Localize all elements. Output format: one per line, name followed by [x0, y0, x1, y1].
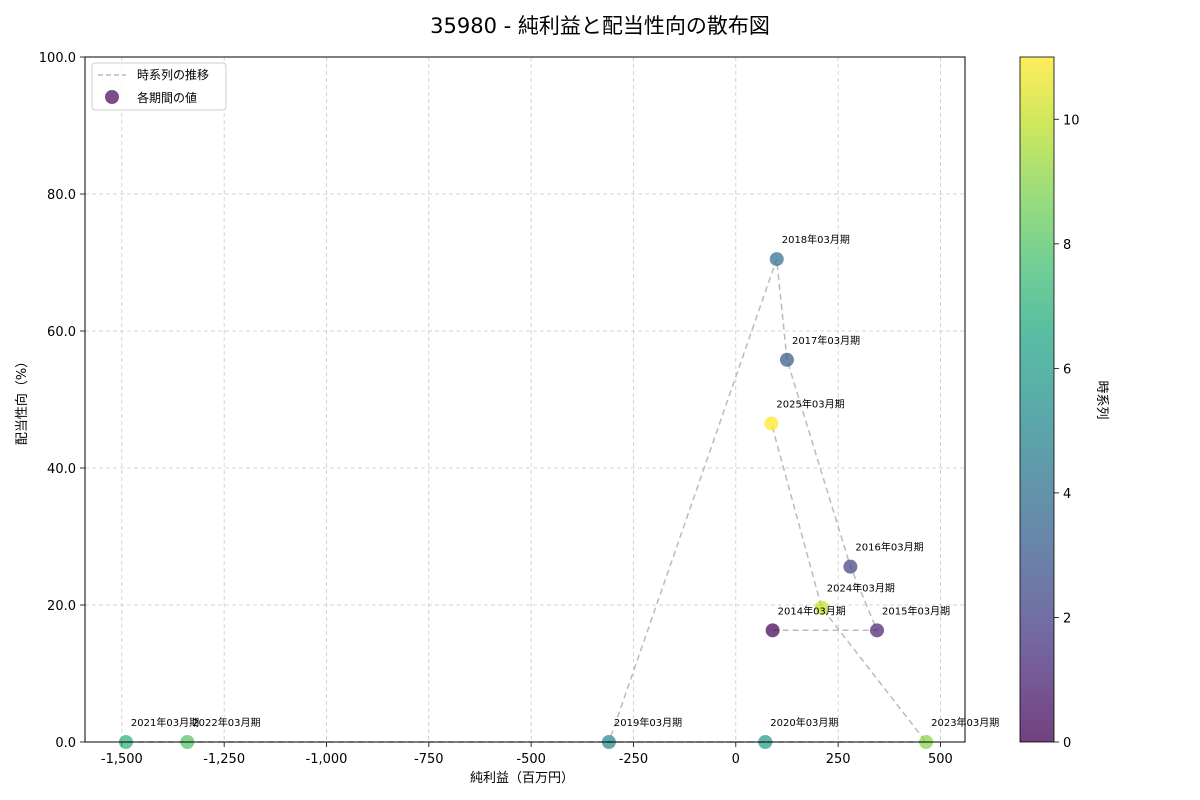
- y-tick-label: 40.0: [47, 462, 76, 477]
- data-point[interactable]: [843, 559, 858, 574]
- colorbar-ticks: 0 2 4 6 8 10: [1054, 113, 1080, 751]
- data-point[interactable]: [814, 600, 829, 615]
- colorbar-tick-label: 10: [1063, 113, 1080, 128]
- colorbar-tick-label: 6: [1063, 362, 1071, 377]
- x-tick-label: -1,250: [203, 752, 245, 767]
- y-tick-label: 0.0: [55, 736, 76, 751]
- colorbar: 0 2 4 6 8 10 時系列: [1019, 56, 1109, 751]
- data-point-label: 2024年03月期: [827, 582, 895, 595]
- x-tick-label: -250: [619, 752, 649, 767]
- plot-frame: [84, 56, 966, 743]
- legend-entry-values: 各期間の値: [137, 90, 197, 105]
- x-tick-label: 0: [732, 752, 740, 767]
- colorbar-gradient: [1019, 56, 1055, 743]
- chart-title: 35980 - 純利益と配当性向の散布図: [430, 14, 770, 38]
- x-tick-label: -500: [516, 752, 546, 767]
- y-axis-label: 配当性向（%）: [14, 355, 30, 445]
- colorbar-label: 時系列: [1094, 380, 1109, 419]
- data-point-label: 2021年03月期: [131, 716, 199, 729]
- data-point-label: 2017年03月期: [792, 334, 860, 347]
- data-point[interactable]: [779, 352, 794, 367]
- colorbar-tick-label: 4: [1063, 487, 1071, 502]
- x-axis-label: 純利益（百万円）: [470, 771, 574, 786]
- data-point-label: 2014年03月期: [778, 604, 846, 617]
- legend-marker-swatch: [105, 90, 119, 104]
- data-point[interactable]: [870, 623, 884, 638]
- x-tick-label: 250: [826, 752, 851, 767]
- data-point-label: 2020年03月期: [770, 716, 838, 729]
- y-tick-label: 60.0: [47, 325, 76, 340]
- grid: [85, 56, 965, 743]
- x-tick-label: -750: [414, 752, 444, 767]
- x-tick-label: -1,000: [306, 752, 348, 767]
- colorbar-tick-label: 8: [1063, 238, 1071, 253]
- data-point[interactable]: [764, 416, 779, 431]
- data-point-label: 2015年03月期: [882, 604, 950, 617]
- data-point-label: 2025年03月期: [776, 397, 844, 410]
- plot-area: -1,500 -1,250 -1,000 -750 -500 -250 0 250 500 0.0…: [39, 51, 1000, 767]
- x-tick-label: 500: [928, 752, 953, 767]
- data-point-label: 2019年03月期: [614, 716, 682, 729]
- legend: 時系列の推移 各期間の値: [91, 62, 227, 111]
- colorbar-tick-label: 2: [1063, 611, 1071, 626]
- data-point-label: 2016年03月期: [855, 541, 923, 554]
- y-tick-label: 20.0: [47, 599, 76, 614]
- data-point-label: 2018年03月期: [782, 233, 850, 246]
- axis-ticks: -1,500 -1,250 -1,000 -750 -500 -250 0 250 500 0.0…: [39, 51, 953, 767]
- plot-background: [85, 57, 965, 742]
- data-point-label: 2022年03月期: [192, 716, 260, 729]
- y-tick-label: 80.0: [47, 188, 76, 203]
- x-tick-label: -1,500: [101, 752, 143, 767]
- legend-entry-trend: 時系列の推移: [137, 68, 209, 82]
- data-point[interactable]: [769, 252, 784, 267]
- colorbar-tick-label: 0: [1063, 736, 1071, 751]
- y-tick-label: 100.0: [39, 51, 76, 66]
- data-point[interactable]: [765, 623, 780, 638]
